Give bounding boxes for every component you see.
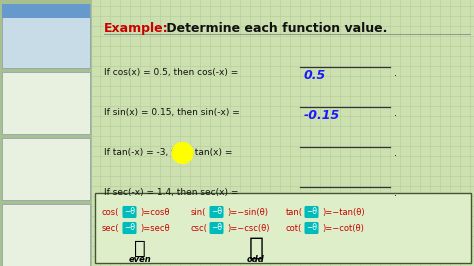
Text: )=−csc(θ): )=−csc(θ)	[227, 223, 270, 232]
Circle shape	[172, 143, 193, 163]
Text: )=−tan(θ): )=−tan(θ)	[322, 207, 365, 217]
Text: cos(: cos(	[102, 207, 119, 217]
Text: csc(: csc(	[191, 223, 208, 232]
Text: −θ: −θ	[306, 207, 317, 217]
Text: If cos(x) = 0.5, then cos(-x) =: If cos(x) = 0.5, then cos(-x) =	[104, 68, 241, 77]
Text: sin(: sin(	[191, 207, 206, 217]
Text: .: .	[394, 68, 397, 78]
Text: ⏟: ⏟	[134, 239, 146, 257]
Text: .: .	[394, 188, 397, 198]
Text: even: even	[128, 255, 151, 264]
Text: −θ: −θ	[124, 223, 135, 232]
FancyBboxPatch shape	[2, 138, 90, 200]
Text: If tan(-x) = -3, then tan(x) =: If tan(-x) = -3, then tan(x) =	[104, 148, 235, 157]
Text: sec(: sec(	[102, 223, 119, 232]
Text: Determine each function value.: Determine each function value.	[162, 22, 387, 35]
Text: −θ: −θ	[211, 223, 222, 232]
FancyBboxPatch shape	[0, 0, 92, 266]
Text: )=−sin(θ): )=−sin(θ)	[227, 207, 268, 217]
Text: −θ: −θ	[124, 207, 135, 217]
Text: odd: odd	[247, 255, 265, 264]
FancyBboxPatch shape	[2, 4, 90, 68]
Text: If sin(x) = 0.15, then sin(-x) =: If sin(x) = 0.15, then sin(-x) =	[104, 108, 243, 117]
Text: )=cosθ: )=cosθ	[140, 207, 170, 217]
Text: .: .	[394, 108, 397, 118]
FancyBboxPatch shape	[2, 72, 90, 134]
FancyBboxPatch shape	[2, 204, 90, 266]
Text: )=−cot(θ): )=−cot(θ)	[322, 223, 364, 232]
Text: 0.5: 0.5	[304, 69, 326, 82]
Text: )=secθ: )=secθ	[140, 223, 170, 232]
FancyBboxPatch shape	[95, 193, 471, 263]
Text: If sec(-x) = 1.4, then sec(x) =: If sec(-x) = 1.4, then sec(x) =	[104, 188, 241, 197]
Text: −θ: −θ	[306, 223, 317, 232]
Text: tan(: tan(	[286, 207, 303, 217]
Text: Example:: Example:	[104, 22, 169, 35]
Text: ⏟: ⏟	[248, 236, 264, 260]
FancyBboxPatch shape	[2, 4, 90, 18]
Text: cot(: cot(	[286, 223, 302, 232]
Text: −θ: −θ	[211, 207, 222, 217]
Text: -0.15: -0.15	[304, 109, 340, 122]
Text: .: .	[394, 148, 397, 158]
